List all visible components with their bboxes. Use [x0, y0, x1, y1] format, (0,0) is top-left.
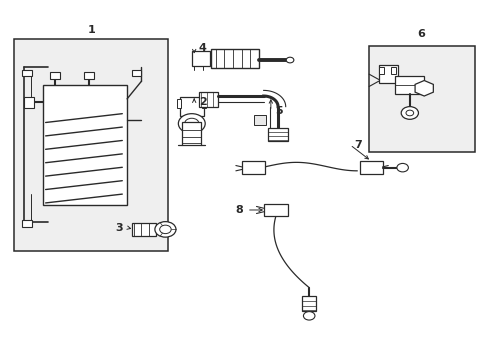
Bar	[177, 99, 181, 108]
Bar	[182, 122, 201, 145]
Circle shape	[285, 57, 293, 63]
Bar	[263, 204, 287, 216]
Circle shape	[405, 110, 413, 116]
Circle shape	[178, 114, 205, 134]
Bar	[24, 97, 34, 108]
Circle shape	[184, 118, 199, 129]
Text: 5: 5	[274, 106, 282, 116]
Bar	[302, 296, 316, 311]
Polygon shape	[414, 81, 432, 96]
Bar	[21, 69, 32, 76]
Text: 8: 8	[235, 205, 243, 215]
Bar	[50, 72, 60, 80]
Bar	[242, 161, 264, 174]
Circle shape	[155, 222, 176, 237]
Bar	[378, 66, 397, 83]
Bar	[15, 39, 167, 251]
Bar	[132, 223, 156, 236]
Text: 2: 2	[199, 98, 206, 107]
Circle shape	[396, 163, 407, 172]
Text: 4: 4	[199, 43, 206, 53]
Bar	[191, 51, 209, 66]
Bar	[210, 49, 258, 68]
Bar	[254, 115, 265, 125]
Bar	[368, 46, 473, 152]
Bar	[378, 67, 384, 74]
Circle shape	[400, 107, 418, 119]
Bar	[21, 220, 32, 226]
Bar	[43, 85, 127, 205]
Text: 6: 6	[416, 28, 424, 39]
Text: 7: 7	[353, 140, 361, 150]
Circle shape	[303, 312, 314, 320]
Bar	[202, 99, 206, 108]
Bar	[180, 97, 203, 117]
Bar	[199, 92, 218, 107]
Bar	[84, 72, 93, 80]
Bar	[267, 128, 287, 141]
Text: 3: 3	[115, 222, 123, 233]
Bar	[395, 76, 424, 94]
Bar	[132, 69, 140, 76]
Bar	[359, 161, 382, 174]
Bar	[390, 67, 396, 74]
Circle shape	[160, 225, 171, 234]
Text: 1: 1	[87, 25, 95, 35]
